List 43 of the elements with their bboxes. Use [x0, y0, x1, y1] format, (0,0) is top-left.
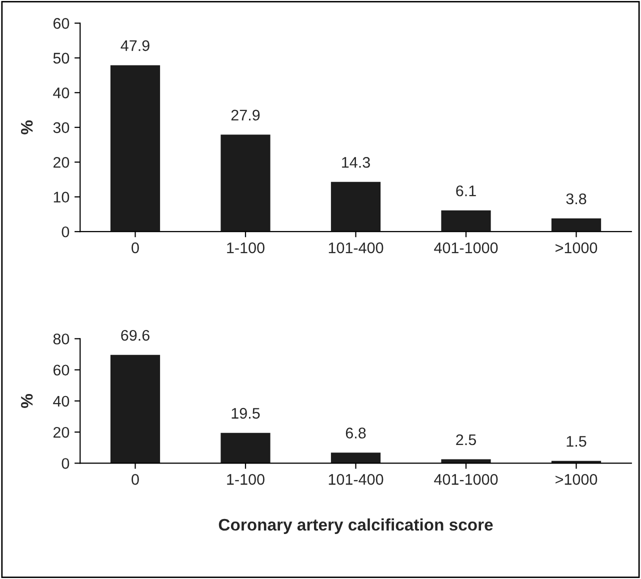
- y-tick-label: 0: [62, 458, 70, 469]
- x-tick-label: >1000: [556, 474, 598, 485]
- data-label: 1.5: [566, 436, 586, 447]
- data-label: 14.3: [342, 156, 370, 168]
- x-tick-label: 1-100: [227, 474, 264, 485]
- data-label: 3.8: [566, 193, 586, 204]
- x-tick-label: 1-100: [227, 242, 264, 254]
- x-axis-title: Coronary artery calcification score: [218, 518, 493, 534]
- x-tick-label: 101-400: [328, 474, 384, 485]
- data-label: 19.5: [232, 408, 260, 419]
- y-tick-label: 40: [53, 88, 70, 98]
- y-tick-label: 30: [53, 122, 70, 134]
- data-label: 2.5: [456, 434, 476, 446]
- y-tick-label: 10: [54, 192, 70, 203]
- bar: [220, 134, 270, 232]
- y-tick-label: 60: [53, 364, 70, 376]
- data-label: 27.9: [231, 110, 260, 121]
- bar: [330, 452, 381, 464]
- y-tick-label: 40: [53, 396, 70, 407]
- y-tick-label: 60: [53, 18, 70, 29]
- bar: [551, 218, 602, 232]
- data-label: 69.6: [121, 330, 150, 341]
- bar: [220, 432, 270, 464]
- data-label: 47.9: [120, 40, 150, 52]
- x-tick-label: 0: [132, 474, 139, 485]
- y-tick-label: 0: [62, 226, 70, 238]
- x-tick-label: 101-400: [328, 242, 384, 254]
- bar: [330, 182, 381, 232]
- y-axis-title: %: [20, 394, 33, 408]
- bar: [110, 65, 160, 232]
- y-tick-label: 20: [53, 156, 70, 168]
- x-tick-label: >1000: [556, 242, 598, 254]
- x-tick-label: 401-1000: [434, 242, 498, 254]
- y-axis-title: %: [20, 120, 33, 134]
- x-tick-label: 401-1000: [434, 474, 498, 485]
- x-tick-label: 0: [132, 242, 139, 254]
- bar: [441, 210, 491, 232]
- data-label: 6.1: [456, 185, 476, 196]
- bar: [110, 354, 160, 464]
- y-tick-label: 20: [53, 426, 70, 438]
- y-tick-label: 50: [53, 52, 70, 64]
- data-label: 6.8: [346, 428, 366, 438]
- y-tick-label: 80: [53, 334, 70, 344]
